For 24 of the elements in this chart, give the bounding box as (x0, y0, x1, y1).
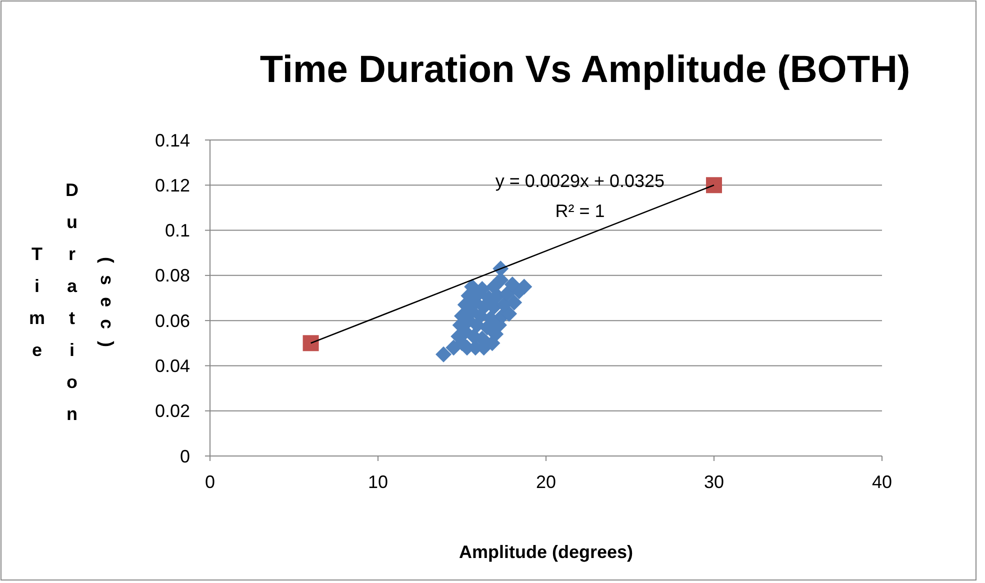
x-axis-title: Amplitude (degrees) (458, 542, 634, 562)
point (482, 310, 499, 326)
point (436, 346, 452, 362)
y-tick-label: 0.06 (154, 310, 190, 331)
x-tick-label: 40 (872, 472, 892, 492)
y-tick-label: 0 (180, 446, 190, 466)
y-tick-label: 0.1 (164, 220, 190, 241)
y-tick-label: 0.14 (154, 130, 190, 150)
point (706, 177, 722, 194)
x-tick-label: 10 (368, 472, 388, 492)
y-tick-label: 0.04 (154, 356, 190, 376)
chart-title: Time Duration Vs Amplitude (BOTH) (260, 49, 910, 91)
y-tick-label: 0.08 (154, 266, 190, 286)
x-tick-label: 30 (704, 472, 724, 492)
point (504, 276, 520, 292)
y-tick-label: 0.12 (154, 175, 190, 196)
annotation: y = 0.0029x + 0.0325 (495, 171, 665, 191)
point (506, 294, 522, 311)
y-tick-label: 0.02 (154, 401, 190, 422)
y-axis-title: Time Duration (sec) (27, 180, 117, 436)
x-tick-label: 0 (204, 472, 216, 492)
annotation: R² = 1 (555, 201, 605, 221)
point (302, 335, 319, 352)
x-tick-label: 20 (536, 472, 556, 492)
